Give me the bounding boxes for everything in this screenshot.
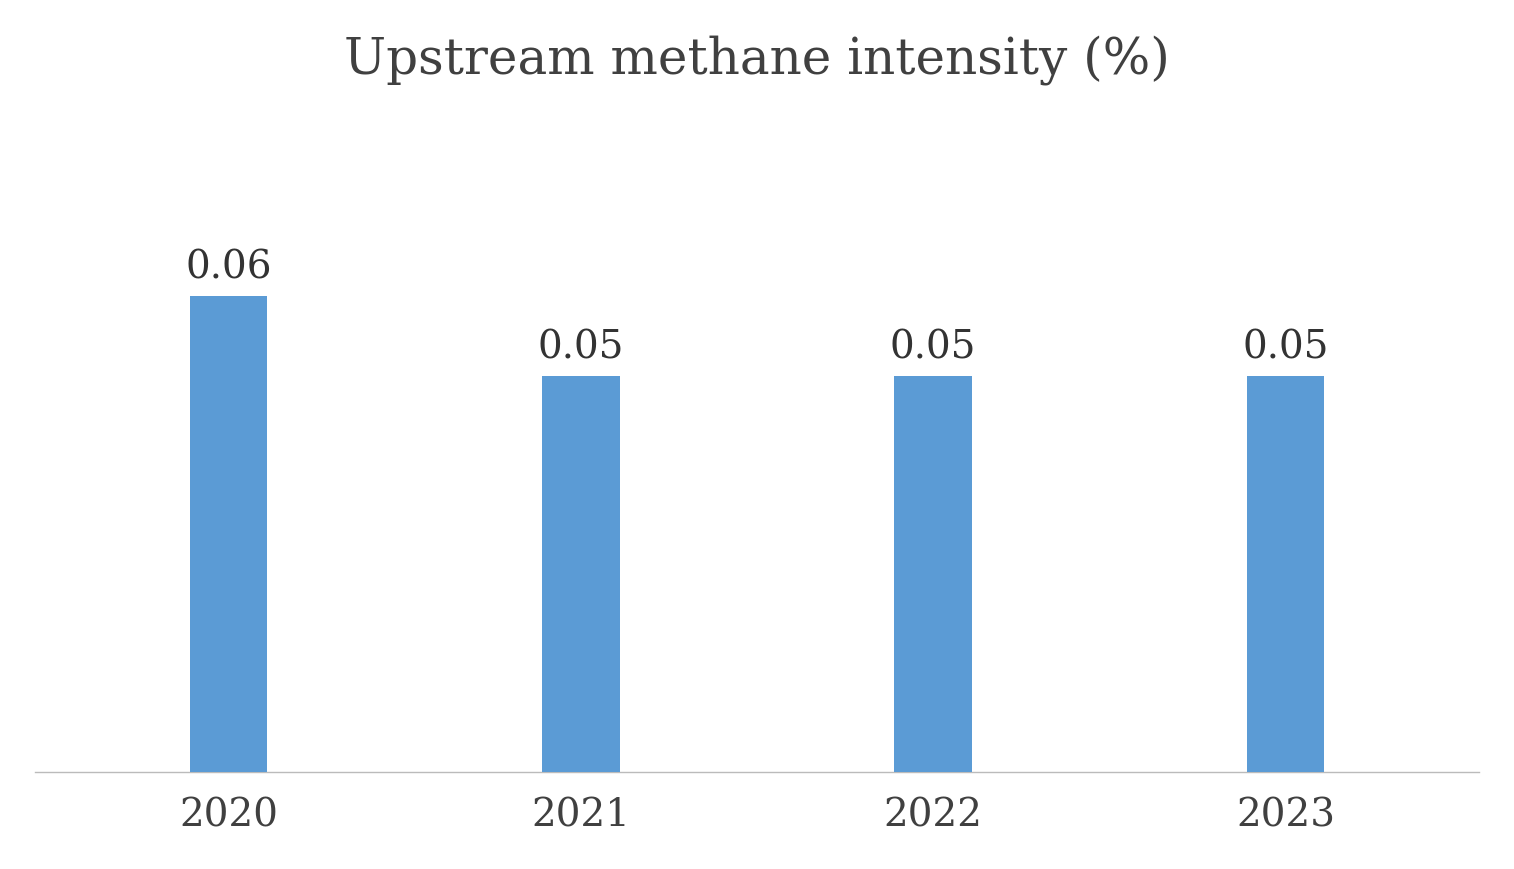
Title: Upstream methane intensity (%): Upstream methane intensity (%) — [344, 35, 1170, 84]
Text: 0.05: 0.05 — [537, 329, 624, 366]
Bar — [895, 375, 972, 773]
Text: 0.06: 0.06 — [185, 249, 271, 287]
Text: 0.05: 0.05 — [890, 329, 977, 366]
Bar — [542, 375, 619, 773]
Bar — [189, 296, 268, 773]
Bar — [1246, 375, 1325, 773]
Text: 0.05: 0.05 — [1243, 329, 1329, 366]
